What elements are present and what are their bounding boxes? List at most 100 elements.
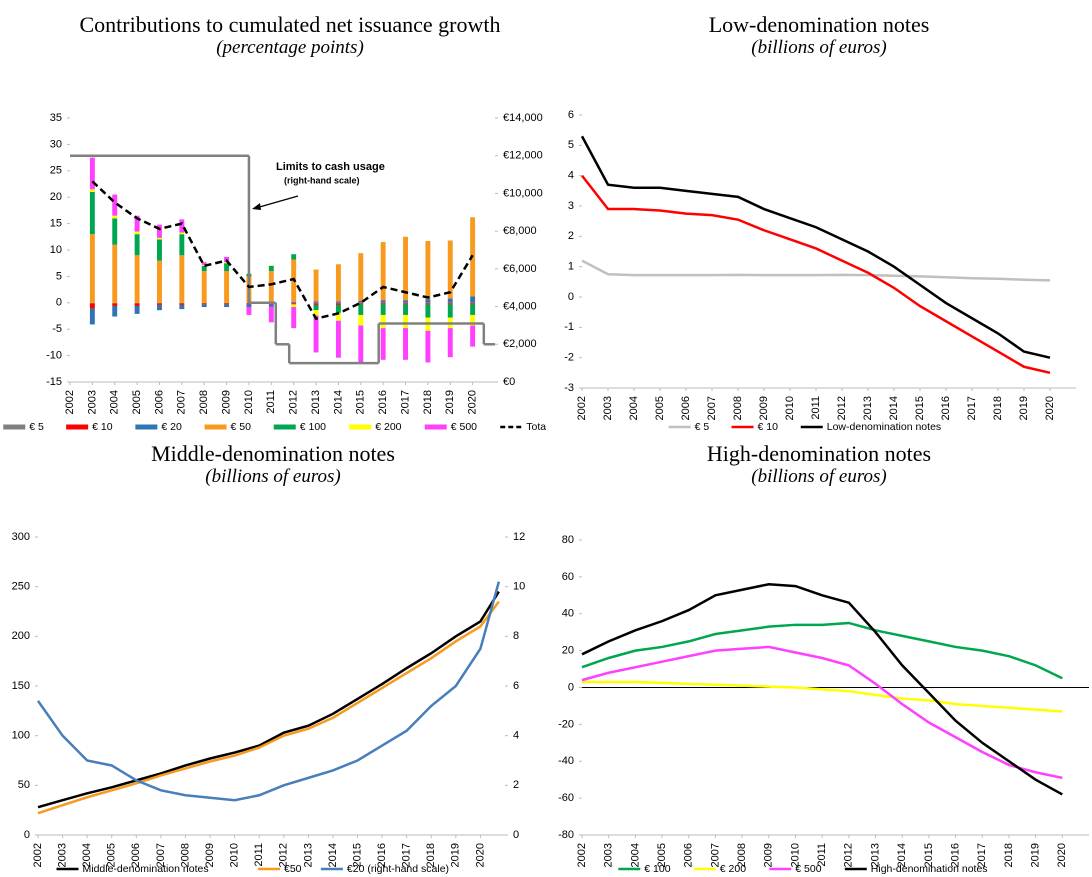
bar-segment	[313, 303, 319, 305]
x-tick-label: 2008	[179, 843, 191, 867]
bar-segment	[470, 303, 476, 305]
y-tick-label: 0	[568, 291, 574, 303]
bar-segment	[157, 237, 162, 240]
bar-segment	[335, 301, 341, 303]
x-tick-label: 2002	[576, 396, 588, 420]
legend-label: € 500	[795, 863, 821, 875]
series-line	[581, 621, 1063, 680]
bar-segment	[112, 303, 118, 306]
bar-segment	[291, 254, 297, 260]
bar-segment	[358, 253, 364, 301]
bar-segment	[224, 303, 230, 305]
y2-tick-label: €0	[503, 376, 515, 388]
x-tick-label: 2009	[763, 843, 775, 867]
bar-segment	[201, 265, 207, 272]
bar-segment	[358, 325, 364, 363]
y-tick-label: -2	[564, 352, 574, 364]
bar-segment	[380, 304, 386, 315]
y2-tick-label: 6	[513, 680, 519, 692]
bar-segment	[179, 302, 185, 304]
bar-segment	[224, 271, 230, 303]
bar-segment	[403, 304, 408, 315]
bar-segment	[179, 303, 185, 305]
bar-segment	[447, 303, 453, 305]
bar-segment	[380, 328, 386, 360]
x-tick-label: 2011	[253, 843, 265, 867]
bar-segment	[89, 189, 95, 192]
bar-segment	[425, 299, 431, 303]
x-tick-label: 2005	[656, 843, 668, 867]
bar-segment	[134, 231, 140, 235]
x-tick-label: 2013	[869, 843, 881, 867]
x-tick-label: 2004	[629, 843, 641, 867]
bar-segment	[313, 269, 319, 302]
x-tick-label: 2003	[603, 843, 615, 867]
bar-segment	[291, 304, 297, 308]
x-tick-label: 2004	[81, 843, 93, 867]
chart-panel: Contributions to cumulated net issuance …	[0, 0, 546, 435]
y-tick-label: 60	[562, 571, 574, 583]
x-tick-label: 2006	[680, 396, 692, 420]
bar-segment	[179, 219, 185, 233]
x-tick-label: 2019	[450, 843, 462, 867]
y-tick-label: 2	[568, 230, 574, 242]
bar-segment	[224, 263, 230, 272]
y-tick-label: 6	[568, 109, 574, 121]
x-tick-label: 2020	[467, 390, 479, 414]
bar-segment	[246, 304, 252, 308]
x-tick-label: 2006	[153, 390, 165, 414]
y-tick-label: 200	[12, 630, 30, 642]
y2-tick-label: €14,000	[503, 112, 543, 124]
x-tick-label: 2002	[32, 843, 44, 867]
series-line	[37, 600, 500, 815]
chart-panel: High-denomination notes (billions of euro…	[546, 435, 1092, 877]
y2-tick-label: 4	[513, 730, 519, 742]
bar-segment	[425, 303, 431, 305]
bar-segment	[201, 304, 207, 308]
bar-segment	[380, 303, 386, 305]
x-tick-label: 2020	[474, 843, 486, 867]
bar-segment	[201, 302, 207, 304]
bar-segment	[447, 298, 453, 303]
x-tick-label: 2005	[131, 390, 143, 414]
bar-segment	[403, 302, 408, 304]
chart-subtitle: (billions of euros)	[751, 466, 887, 487]
x-tick-label: 2002	[64, 390, 76, 414]
x-tick-label: 2015	[351, 843, 363, 867]
series-line	[581, 582, 1063, 796]
x-tick-label: 2017	[976, 843, 988, 867]
bar-segment	[157, 239, 162, 261]
x-tick-label: 2008	[732, 396, 744, 420]
bar-segment	[313, 302, 319, 304]
series-line	[581, 174, 1051, 375]
x-tick-label: 2018	[425, 843, 437, 867]
y2-tick-label: 8	[513, 630, 519, 642]
bar-segment	[403, 314, 408, 329]
x-tick-label: 2014	[327, 843, 339, 867]
y2-tick-label: 10	[513, 581, 525, 593]
x-tick-label: 2018	[422, 390, 434, 414]
x-tick-label: 2009	[758, 396, 770, 420]
x-tick-label: 2011	[810, 396, 822, 420]
y2-tick-label: €12,000	[503, 150, 543, 162]
y-tick-label: 10	[50, 244, 62, 256]
bar-segment	[447, 240, 453, 299]
arrow-shaft	[255, 195, 299, 209]
bar-segment	[224, 262, 230, 264]
bar-segment	[335, 304, 341, 313]
series-line	[37, 590, 500, 809]
bar-segment	[179, 255, 185, 303]
x-tick-label: 2005	[654, 396, 666, 420]
title-block: Middle-denomination notes (billions of eu…	[0, 441, 546, 488]
chart-title: Middle-denomination notes	[151, 441, 395, 466]
y-tick-label: -15	[46, 376, 62, 388]
x-tick-label: 2005	[106, 843, 118, 867]
bar-segment	[403, 328, 408, 360]
y2-tick-label: 0	[513, 829, 519, 841]
y-tick-label: 4	[568, 170, 574, 182]
x-tick-label: 2012	[843, 843, 855, 867]
legend-label: Low-denomination notes	[827, 421, 941, 433]
x-tick-label: 2017	[399, 390, 411, 414]
y2-tick-label: €8,000	[503, 225, 537, 237]
series-line	[581, 259, 1051, 282]
